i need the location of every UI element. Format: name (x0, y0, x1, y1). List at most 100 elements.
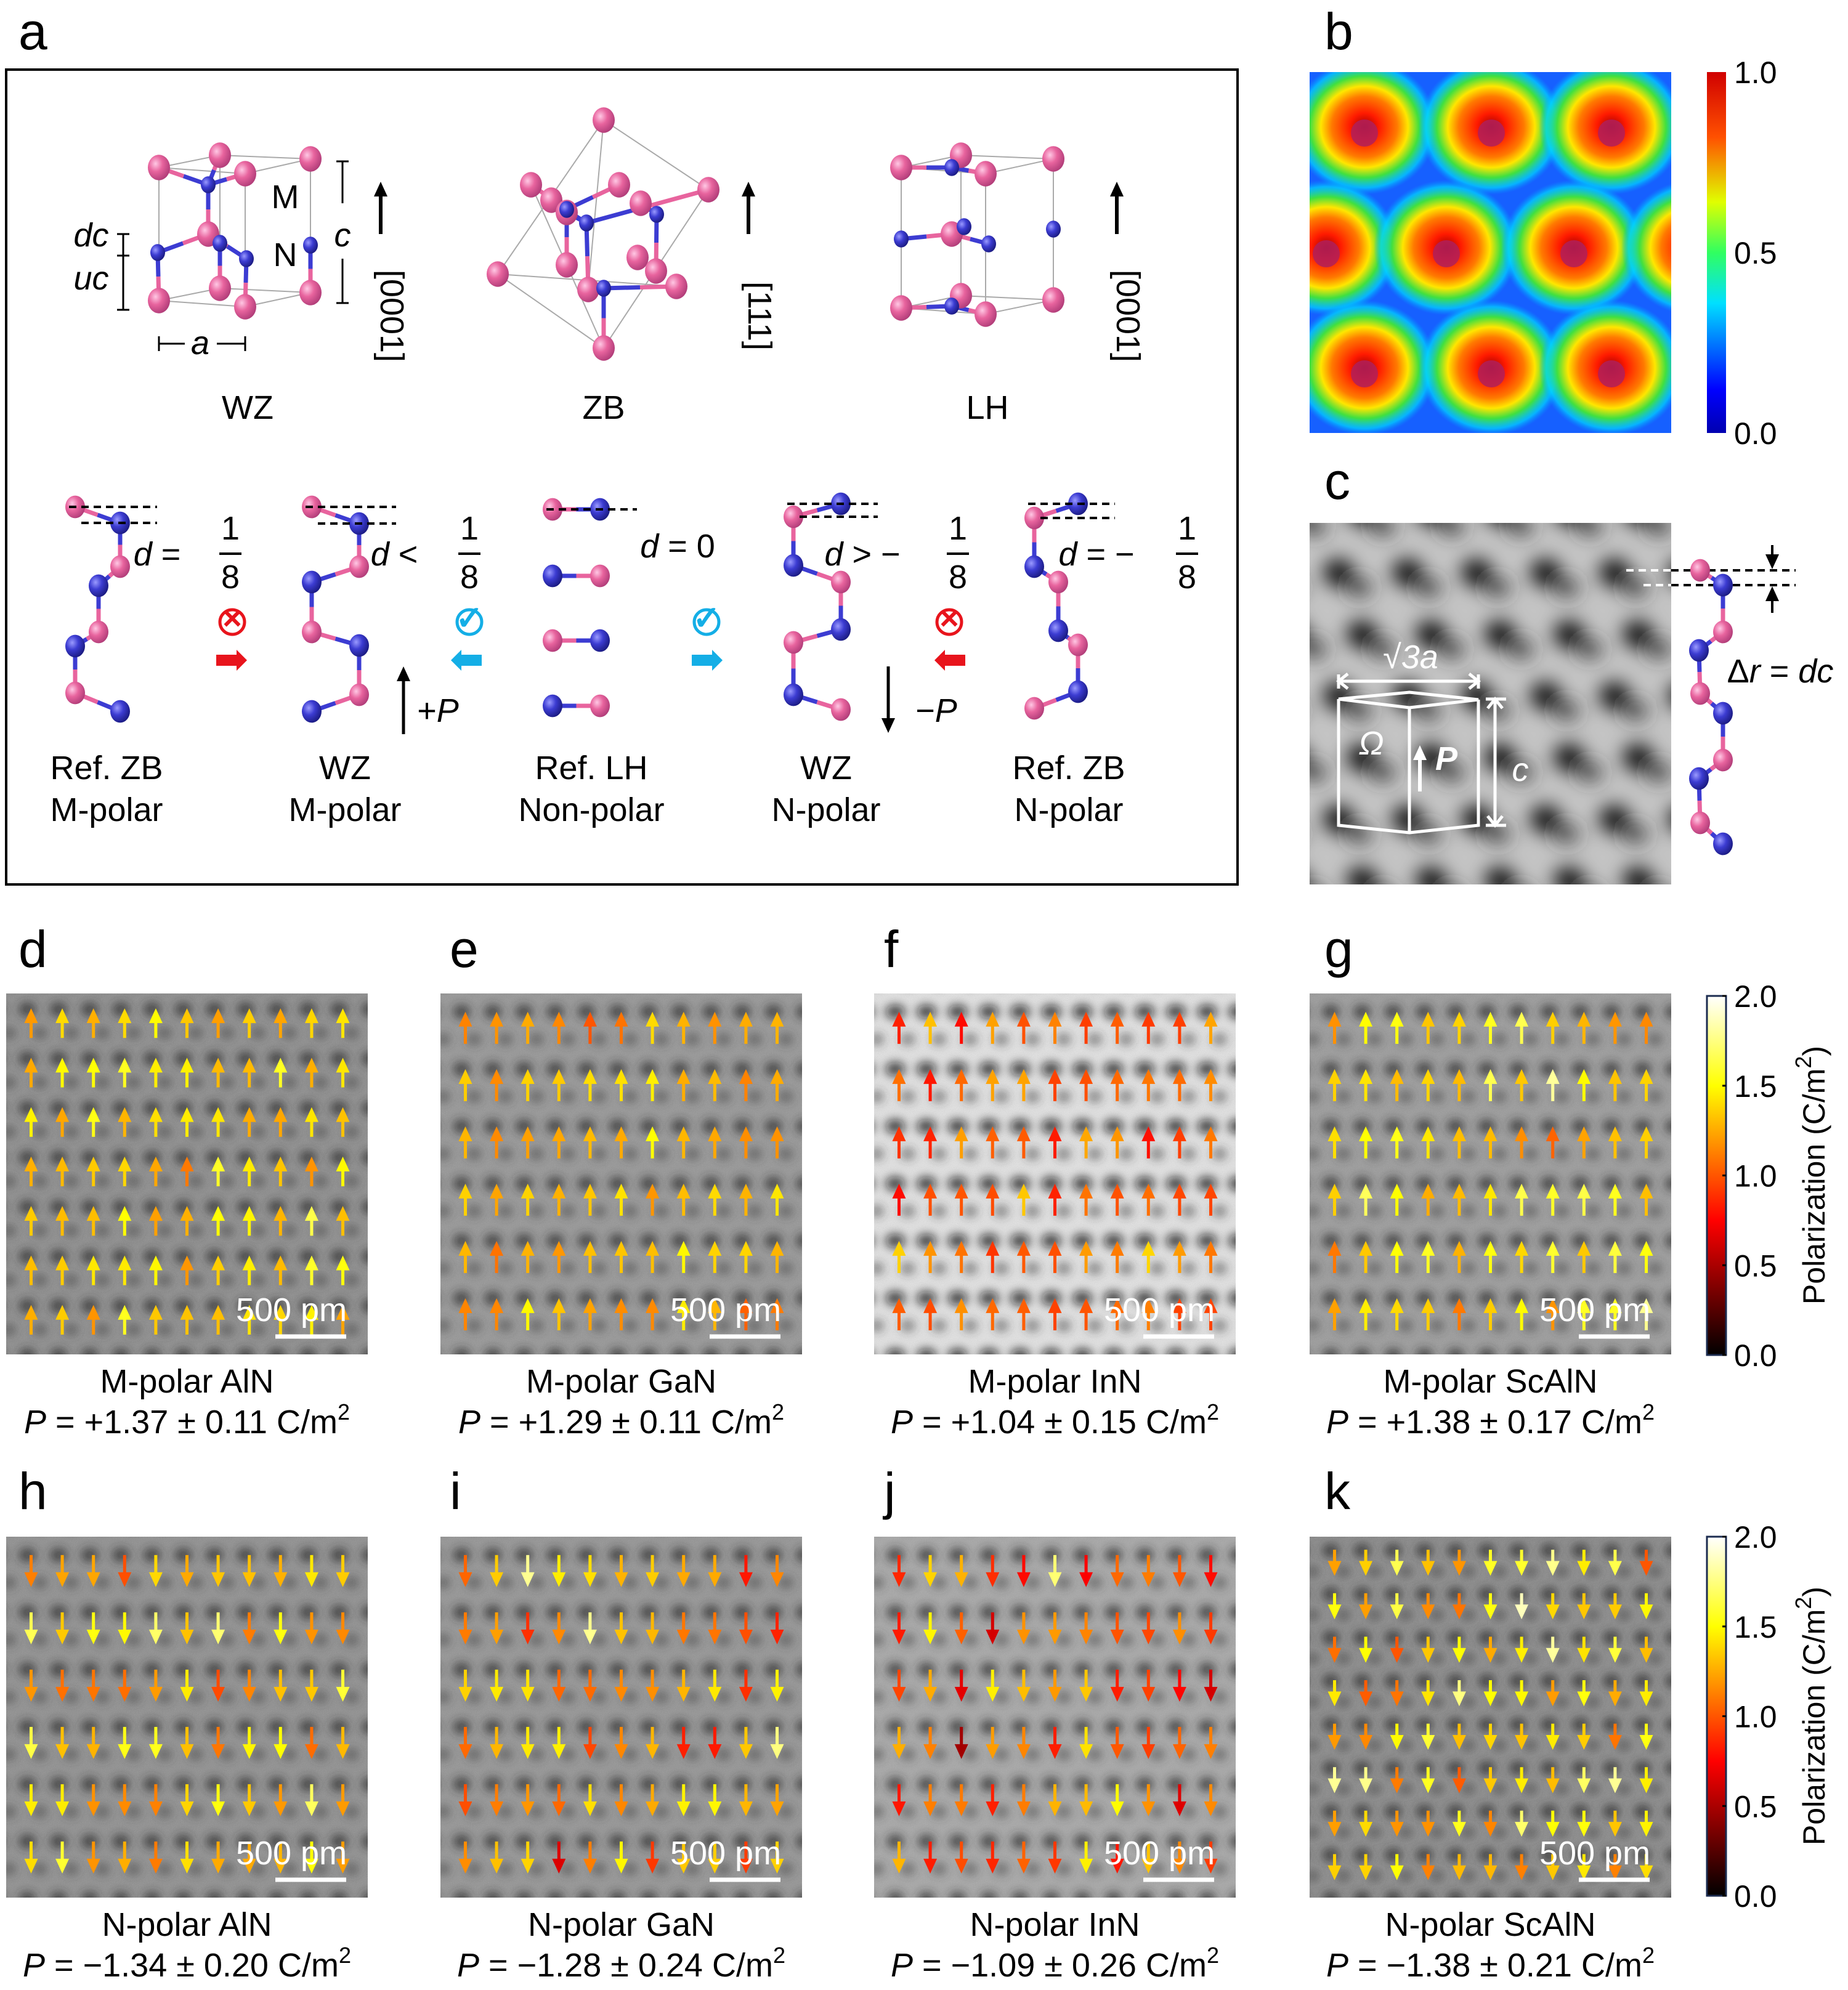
atomic-column (1461, 1523, 1475, 1534)
atomic-column (702, 948, 719, 961)
atomic-column (94, 1324, 110, 1335)
arrow-head (1483, 1298, 1497, 1313)
atomic-column (484, 1834, 502, 1848)
atomic-column (515, 1777, 533, 1791)
arrow-head (118, 1156, 132, 1171)
colorbar-tick-label: 1.0 (1734, 1159, 1777, 1194)
arrow-head (211, 1686, 225, 1702)
polarization-vector (552, 1011, 566, 1044)
atomic-column (1616, 1091, 1631, 1102)
arrow-head (954, 1629, 968, 1644)
atomic-column (1041, 1062, 1061, 1076)
polarization-vector (1483, 1069, 1497, 1101)
chain-name: Ref. ZB (50, 750, 163, 787)
atomic-column (1136, 1662, 1154, 1677)
polarization-value: P = +1.04 ± 0.15 C/m2 (891, 1399, 1219, 1441)
structure-name: ZB (582, 389, 625, 426)
displacement-relation: d = (134, 536, 181, 573)
polarization-vector (1483, 1810, 1497, 1837)
atomic-column (1353, 1543, 1371, 1558)
atomic-column (1243, 976, 1258, 987)
atomic-column (1024, 1691, 1040, 1703)
polarization-vector (1452, 1126, 1466, 1159)
atomic-column (900, 1263, 915, 1274)
arrow-head (1016, 1126, 1031, 1141)
height-dimension-arrow (1486, 696, 1506, 828)
cell-edge (960, 155, 1054, 160)
atomic-column (1384, 1848, 1402, 1862)
arrow-head (458, 1801, 472, 1816)
arrow-head (1765, 554, 1779, 569)
atomic-column (1679, 1263, 1693, 1274)
atomic-column (546, 1548, 564, 1562)
arrow-head (770, 1629, 784, 1644)
arrow-head (892, 1011, 906, 1027)
atomic-column (1602, 1805, 1620, 1819)
atomic-column (1679, 1320, 1693, 1331)
arrow-head (646, 1572, 660, 1587)
polarization-vector (986, 1841, 1000, 1874)
arrow-head (242, 1107, 256, 1122)
atomic-column (764, 1062, 782, 1076)
atomic-column (1135, 1176, 1155, 1191)
arrow-head (1172, 1858, 1186, 1874)
atomic-column (436, 1378, 450, 1389)
arrow-head (1204, 1744, 1218, 1759)
dark-column (1278, 867, 1308, 894)
atomic-column (1335, 1652, 1351, 1664)
metal-atom (1048, 570, 1068, 594)
atomic-column (546, 1834, 564, 1848)
atomic-column (1056, 1806, 1071, 1818)
polarization-vector (274, 1255, 288, 1285)
atomic-column (622, 1634, 638, 1646)
atomic-column (1167, 1491, 1185, 1505)
arrow-head (336, 1156, 350, 1171)
atomic-column (436, 1921, 450, 1932)
atomic-column (453, 1662, 471, 1677)
atomic-column (747, 1205, 762, 1217)
atomic-column (1540, 1119, 1558, 1133)
arrow-head (1048, 1858, 1062, 1874)
arrow-head (211, 1744, 225, 1759)
atomic-column (1509, 948, 1526, 961)
atomic-column (188, 1519, 203, 1531)
polarization-vector (1048, 1555, 1062, 1587)
atomic-column (188, 1634, 203, 1646)
atomic-column (144, 1491, 161, 1505)
arrow-head (1359, 1069, 1373, 1084)
polarization-vector (242, 1726, 256, 1759)
atomic-column (1180, 1577, 1196, 1588)
atomic-column (546, 1891, 564, 1898)
polarization-vector (1110, 1069, 1124, 1101)
polarization-vector (923, 1126, 938, 1159)
arrow-head (676, 1572, 691, 1587)
atomic-column (1384, 1587, 1402, 1601)
atomic-column (1554, 1609, 1569, 1621)
polarization-vector (892, 1011, 906, 1044)
atomic-column (1118, 1691, 1133, 1703)
atomic-column (81, 1834, 99, 1848)
polarization-vector (708, 1126, 722, 1159)
transition-symbol: ✓ (692, 600, 720, 637)
polarization-vector (180, 1255, 194, 1285)
sample-name: N-polar ScAlN (1385, 1906, 1595, 1943)
panel-label-k: k (1324, 1462, 1351, 1520)
atomic-column (577, 1234, 595, 1248)
arrow-head (118, 1255, 132, 1271)
atomic-column (1165, 1119, 1186, 1133)
arrow-head (274, 1572, 288, 1587)
arrow-head (1204, 1183, 1218, 1199)
atomic-column (1024, 1634, 1040, 1646)
atomic-column (874, 1091, 884, 1102)
atomic-column (156, 1577, 172, 1588)
polarization-vector (148, 1008, 163, 1038)
atomic-column (206, 1491, 223, 1505)
arrow-head (1483, 1648, 1497, 1663)
atomic-column (931, 1749, 947, 1760)
dark-column (1485, 744, 1515, 771)
atomic-column (1509, 1500, 1526, 1514)
arrow-head (552, 1126, 566, 1141)
polarization-vector (986, 1612, 1000, 1644)
atomic-column (1429, 1320, 1445, 1332)
arrow-head (1639, 1691, 1653, 1707)
